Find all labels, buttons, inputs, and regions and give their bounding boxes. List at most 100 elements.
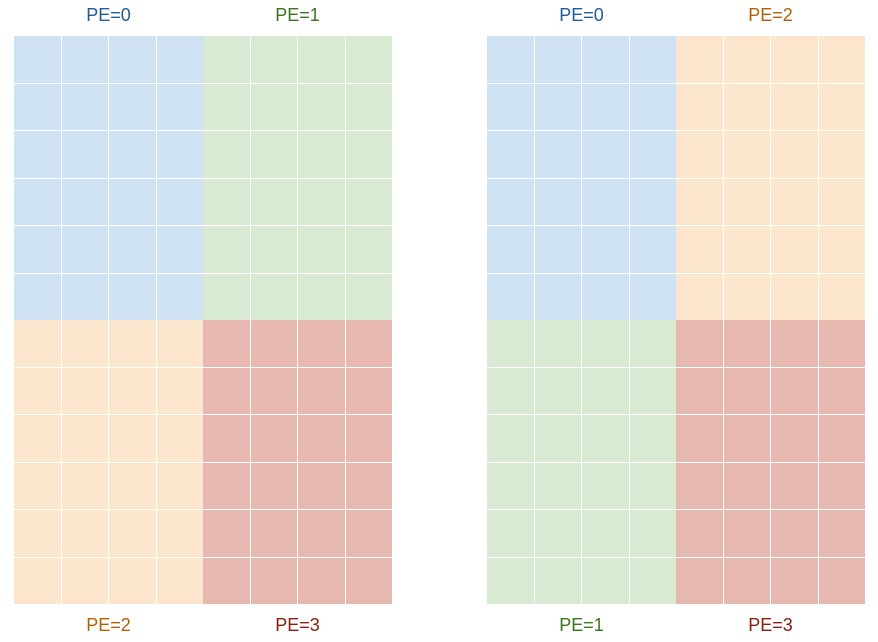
pe-label-top-right: PE=2: [748, 5, 793, 25]
matrix-cell: [629, 36, 676, 83]
matrix-cell: [487, 273, 534, 320]
matrix-cell: [818, 557, 865, 604]
matrix-cell: [203, 226, 250, 273]
matrix-cell: [582, 367, 629, 414]
matrix-cell: [582, 226, 629, 273]
matrix-cell: [771, 320, 818, 367]
matrix-cell: [345, 510, 392, 557]
matrix-cell: [109, 510, 156, 557]
matrix-cell: [109, 36, 156, 83]
matrix-cell: [250, 415, 297, 462]
matrix-cell: [629, 226, 676, 273]
matrix-cell: [298, 367, 345, 414]
matrix-cell: [61, 510, 108, 557]
matrix-cell: [156, 510, 203, 557]
matrix-cell: [203, 510, 250, 557]
matrix-cell: [818, 178, 865, 225]
matrix-cell: [156, 273, 203, 320]
pe-block-bottom-left: [14, 320, 203, 604]
matrix-cell: [487, 226, 534, 273]
matrix-cell: [345, 131, 392, 178]
matrix-cell: [487, 131, 534, 178]
matrix-cell: [298, 83, 345, 130]
matrix-cell: [771, 557, 818, 604]
matrix-cell: [629, 320, 676, 367]
matrix-cell: [250, 510, 297, 557]
matrix-cell: [156, 367, 203, 414]
matrix-cell: [203, 367, 250, 414]
matrix-cell: [250, 367, 297, 414]
matrix-cell: [723, 273, 770, 320]
matrix-cell: [298, 131, 345, 178]
matrix-cell: [61, 367, 108, 414]
matrix-cell: [14, 273, 61, 320]
matrix-cell: [723, 226, 770, 273]
matrix-cell: [818, 462, 865, 509]
matrix-cell: [250, 557, 297, 604]
matrix-cell: [487, 557, 534, 604]
matrix-cell: [345, 320, 392, 367]
matrix-cell: [629, 178, 676, 225]
pe-label-top-left: PE=0: [559, 5, 604, 25]
matrix-cell: [676, 320, 723, 367]
matrix-cell: [250, 273, 297, 320]
matrix-cell: [14, 510, 61, 557]
matrix-cell: [298, 226, 345, 273]
matrix-cell: [203, 131, 250, 178]
matrix-cell: [771, 415, 818, 462]
matrix-cell: [582, 36, 629, 83]
matrix-cell: [676, 462, 723, 509]
matrix-cell: [345, 557, 392, 604]
pe-label-bottom-left: PE=2: [86, 615, 131, 635]
matrix-cell: [298, 36, 345, 83]
matrix-cell: [109, 462, 156, 509]
pe-block-bottom-left: [487, 320, 676, 604]
matrix-cell: [629, 273, 676, 320]
matrix-cell: [250, 83, 297, 130]
matrix-cell: [250, 462, 297, 509]
matrix-cell: [298, 178, 345, 225]
matrix-cell: [771, 367, 818, 414]
pe-block-top-right: [203, 36, 392, 320]
matrix-cell: [14, 178, 61, 225]
matrix-cell: [345, 273, 392, 320]
matrix-cell: [723, 83, 770, 130]
matrix-cell: [250, 131, 297, 178]
matrix-cell: [582, 131, 629, 178]
pe-block-top-right: [676, 36, 865, 320]
matrix-cell: [109, 557, 156, 604]
matrix-cell: [298, 510, 345, 557]
pe-block-bottom-right: [203, 320, 392, 604]
matrix-cell: [298, 557, 345, 604]
matrix-cell: [723, 131, 770, 178]
matrix-cell: [818, 367, 865, 414]
matrix-cell: [203, 83, 250, 130]
matrix-cell: [771, 178, 818, 225]
matrix-cell: [723, 557, 770, 604]
matrix-cell: [676, 131, 723, 178]
matrix-cell: [109, 178, 156, 225]
matrix-cell: [629, 415, 676, 462]
matrix-cell: [109, 320, 156, 367]
matrix-cell: [487, 178, 534, 225]
matrix-cell: [203, 415, 250, 462]
matrix-cell: [61, 320, 108, 367]
matrix-cell: [250, 36, 297, 83]
matrix-cell: [771, 462, 818, 509]
right-decomposition-panel: PE=0 PE=2 PE=1 PE=3: [487, 0, 865, 642]
matrix-cell: [629, 367, 676, 414]
matrix-cell: [723, 510, 770, 557]
matrix-cell: [818, 131, 865, 178]
matrix-cell: [818, 415, 865, 462]
matrix-cell: [61, 178, 108, 225]
matrix-cell: [109, 273, 156, 320]
matrix-cell: [61, 415, 108, 462]
matrix-cell: [61, 462, 108, 509]
matrix-cell: [582, 178, 629, 225]
matrix-cell: [203, 273, 250, 320]
matrix-cell: [534, 226, 581, 273]
matrix-cell: [582, 415, 629, 462]
matrix-cell: [487, 510, 534, 557]
matrix-cell: [723, 462, 770, 509]
matrix-cell: [629, 510, 676, 557]
